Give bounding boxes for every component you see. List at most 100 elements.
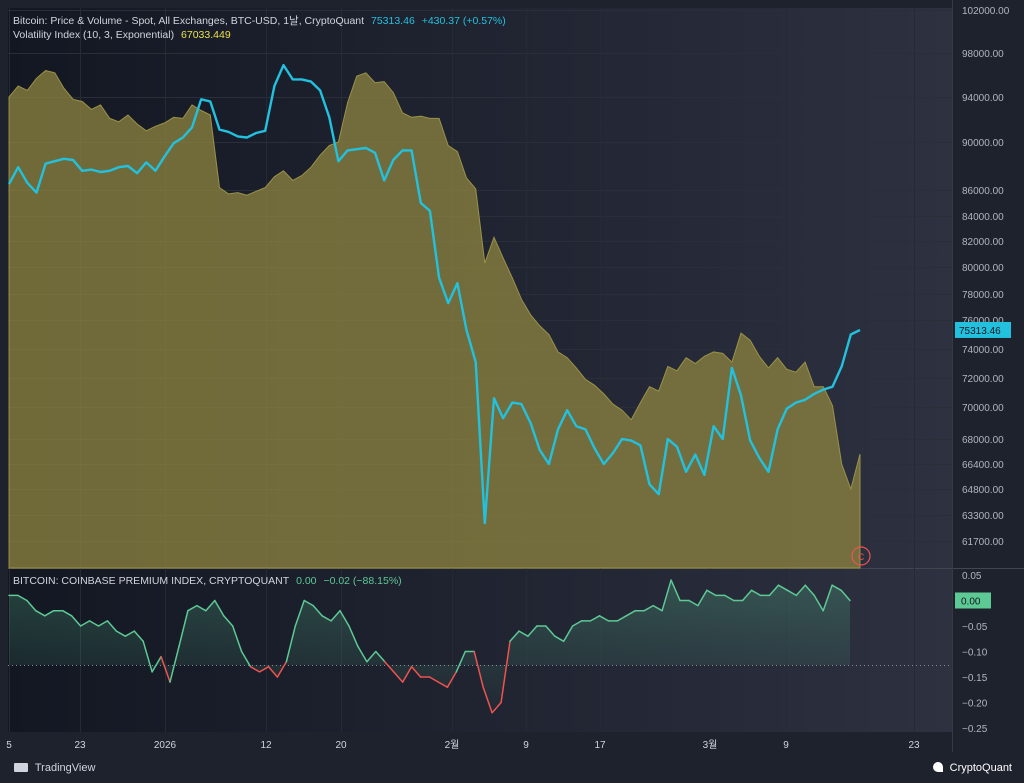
premium-segment — [706, 589, 717, 597]
premium-segment — [697, 589, 708, 607]
price-tick-label: 90000.00 — [962, 138, 1004, 149]
x-tick-label: 9 — [783, 740, 789, 751]
premium-segment — [151, 655, 162, 673]
premium-segment — [795, 584, 807, 597]
premium-segment — [214, 599, 225, 617]
price-tick-label: 64800.00 — [962, 485, 1004, 496]
volatility-legend-value: 67033.449 — [181, 29, 231, 41]
x-tick-label: 17 — [594, 740, 606, 751]
x-tick-label: 12 — [260, 740, 272, 751]
premium-segment — [231, 625, 243, 653]
premium-segment — [723, 594, 735, 602]
premium-segment — [26, 599, 37, 612]
premium-segment — [276, 660, 288, 678]
premium-segment — [768, 584, 780, 597]
cryptoquant-label: CryptoQuant — [949, 762, 1012, 774]
price-legend-value: 75313.46 — [370, 15, 415, 27]
volatility-legend: Volatility Index (10, 3, Exponential) 67… — [13, 29, 235, 41]
premium-segment — [598, 615, 610, 622]
premium-segment — [401, 666, 413, 683]
premium-segment — [491, 701, 502, 714]
premium-segment — [822, 584, 833, 612]
premium-segment — [303, 599, 314, 607]
cryptoquant-brand[interactable]: CryptoQuant — [932, 762, 1012, 774]
premium-segment — [455, 650, 467, 673]
premium-last-label: 0.00 — [961, 597, 981, 608]
premium-segment — [169, 645, 180, 683]
premium-tick-label: 0.05 — [962, 571, 982, 582]
premium-segment — [160, 655, 171, 683]
x-tick-label: 5 — [6, 740, 12, 751]
premium-segment — [222, 615, 234, 627]
premium-segment — [670, 579, 681, 602]
last-price-badge — [955, 321, 1011, 338]
premium-segment — [312, 604, 323, 617]
premium-segment — [554, 635, 565, 643]
price-legend-title: Bitcoin: Price & Volume - Spot, All Exch… — [13, 15, 365, 27]
premium-segment — [285, 625, 297, 663]
premium-segment — [124, 630, 136, 637]
premium-segment — [446, 671, 458, 688]
premium-segment — [509, 630, 520, 643]
premium-segment — [17, 594, 28, 602]
premium-segment — [61, 609, 73, 617]
premium-segment — [187, 604, 198, 612]
price-tick-label: 80000.00 — [962, 263, 1004, 274]
volatility-legend-title: Volatility Index (10, 3, Exponential) — [13, 29, 175, 41]
premium-legend-change: −0.02 (−88.15%) — [323, 575, 402, 587]
premium-segment — [357, 645, 368, 663]
premium-segment — [750, 589, 762, 597]
price-legend-change: +430.37 (+0.57%) — [421, 15, 506, 27]
premium-segment — [321, 615, 332, 622]
premium-segment — [133, 630, 144, 643]
price-tick-label: 61700.00 — [962, 537, 1004, 548]
premium-segment — [804, 584, 815, 597]
price-tick-label: 66400.00 — [962, 460, 1004, 471]
premium-segment — [366, 650, 377, 663]
premium-segment — [518, 630, 529, 637]
premium-segment — [428, 676, 440, 683]
premium-tick-label: −0.15 — [962, 673, 988, 684]
premium-segment — [240, 650, 252, 668]
premium-segment — [267, 666, 279, 678]
premium-segment — [249, 666, 261, 673]
premium-segment — [652, 604, 663, 612]
price-tick-label: 68000.00 — [962, 435, 1004, 446]
premium-segment — [545, 625, 556, 637]
premium-segment — [840, 589, 851, 602]
tradingview-brand[interactable]: TradingView — [14, 762, 95, 774]
premium-segment — [79, 620, 91, 627]
premium-segment — [562, 625, 574, 643]
premium-segment — [294, 599, 305, 627]
price-tick-label: 70000.00 — [962, 403, 1004, 414]
c-circle-icon — [851, 546, 871, 566]
premium-segment — [661, 579, 672, 612]
premium-segment — [482, 686, 493, 714]
premium-segment — [813, 594, 824, 612]
premium-segment — [500, 640, 511, 704]
c-circle-letter: C — [858, 552, 865, 562]
volatility-area — [8, 70, 861, 569]
chart-canvas[interactable]: 102000.00 98000.00 94000.00 90000.00 86000.0… — [0, 0, 1024, 752]
premium-tick-label: −0.20 — [962, 699, 988, 710]
premium-segment — [375, 650, 386, 663]
premium-segment — [643, 604, 654, 612]
premium-segment — [616, 615, 628, 622]
premium-segment — [786, 589, 798, 597]
premium-segment — [97, 620, 109, 627]
premium-segment — [205, 599, 216, 612]
premium-segment — [688, 599, 699, 607]
premium-segment — [258, 666, 270, 673]
premium-segment — [741, 589, 753, 602]
premium-segment — [35, 609, 46, 617]
price-tick-label: 84000.00 — [962, 212, 1004, 223]
premium-segment — [339, 609, 350, 627]
premium-segment — [348, 625, 359, 648]
premium-segment — [410, 666, 422, 678]
footer-bar: TradingView CryptoQuant — [0, 752, 1024, 783]
price-tick-label: 76000.00 — [962, 316, 1004, 327]
tradingview-logo-icon — [14, 763, 28, 772]
premium-segment — [831, 584, 842, 592]
tradingview-label: TradingView — [34, 762, 96, 774]
premium-legend-title: BITCOIN: COINBASE PREMIUM INDEX, CRYPTOQ… — [13, 575, 290, 587]
